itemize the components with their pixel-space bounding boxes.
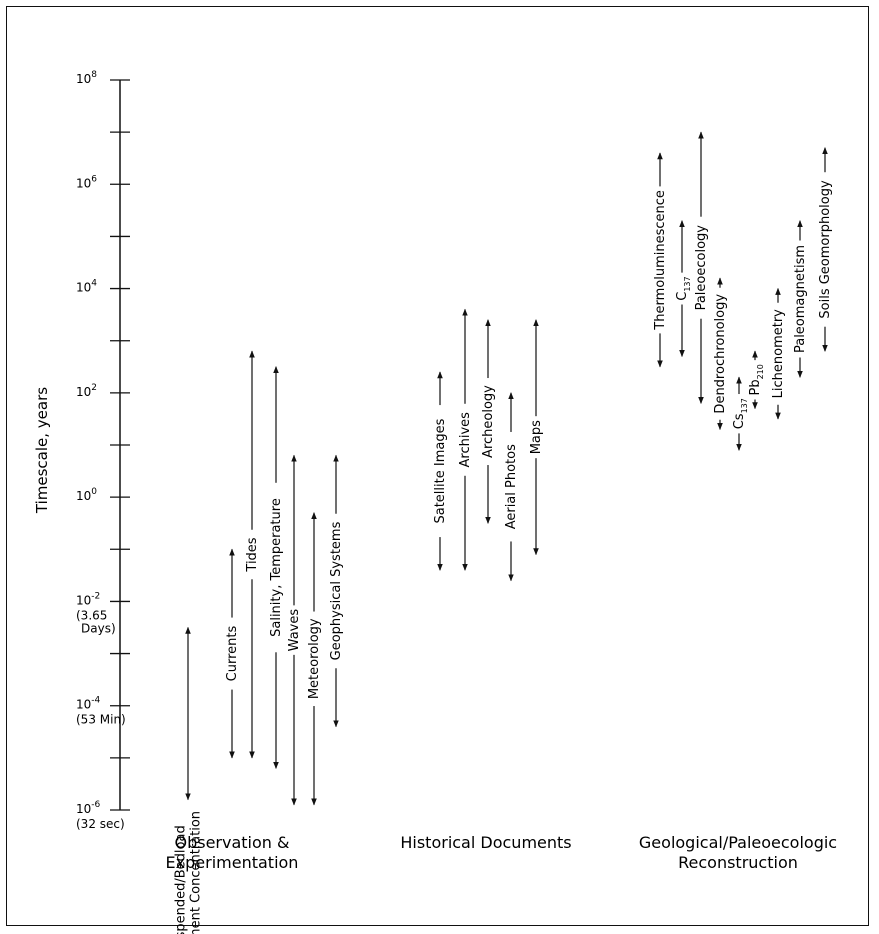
y-tick-note: (3.65 — [76, 608, 107, 622]
y-axis-label: Timescale, years — [33, 387, 51, 514]
method-label: Waves — [287, 609, 302, 652]
label-gap — [674, 272, 690, 305]
method-range: Cs137 — [731, 376, 749, 451]
category-label: Observation & — [175, 833, 290, 852]
y-tick-label: 10-4 — [76, 696, 101, 712]
method-range: Tides — [244, 350, 260, 759]
y-tick-label: 100 — [76, 487, 97, 503]
label-gap — [712, 287, 728, 420]
y-tick-label: 104 — [76, 279, 97, 295]
method-label: Archeology — [481, 385, 496, 458]
method-label: Meteorology — [307, 618, 322, 699]
method-range: Paleomagnetism — [792, 220, 808, 378]
method-label: Soils Geomorphology — [818, 180, 833, 319]
method-label: Lichenometry — [771, 309, 786, 399]
label-gap — [457, 403, 473, 476]
y-tick-label: 106 — [76, 174, 97, 190]
method-range: Maps — [528, 319, 544, 556]
method-range: Suspended/Bedload Sediment Concentration — [174, 626, 204, 934]
method-range: Salinity, Temperature — [268, 366, 284, 769]
y-tick-label: 108 — [76, 70, 97, 86]
method-label: Salinity, Temperature — [269, 498, 284, 637]
method-range: Meteorology — [306, 512, 322, 806]
method-ranges: Suspended/Bedload Sediment Concentration C… — [174, 131, 833, 934]
y-tick-label: 10-6 — [76, 800, 101, 816]
label-gap — [244, 529, 260, 580]
method-label: Suspended/Bedload — [174, 825, 189, 934]
method-range: Archives — [457, 308, 473, 571]
label-gap — [432, 405, 448, 538]
label-gap — [306, 611, 322, 707]
method-range: Aerial Photos — [503, 392, 519, 582]
label-gap — [731, 394, 747, 434]
method-label: Archives — [458, 412, 473, 468]
method-label: Paleomagnetism — [793, 245, 808, 353]
label-gap — [224, 617, 240, 690]
method-label: Maps — [529, 420, 544, 454]
y-tick-label: 102 — [76, 383, 97, 399]
method-label: Aerial Photos — [504, 444, 519, 529]
y-tick-note: Days) — [81, 621, 116, 635]
label-gap — [817, 172, 833, 327]
category-label: Geological/Paleoecologic — [639, 833, 837, 852]
method-range: Archeology — [480, 319, 496, 524]
label-gap — [503, 431, 519, 542]
category-label: Experimentation — [166, 853, 299, 872]
label-gap — [792, 240, 808, 358]
method-range: Currents — [224, 548, 240, 759]
method-range: Satellite Images — [432, 371, 448, 571]
figure-frame — [6, 6, 869, 926]
label-gap — [480, 378, 496, 466]
method-label: Currents — [225, 626, 240, 682]
method-range: Geophysical Systems — [328, 454, 344, 728]
method-range: Lichenometry — [770, 287, 786, 420]
y-tick-label: 10-2 — [76, 591, 100, 607]
category-label: Historical Documents — [400, 833, 571, 852]
method-range: Soils Geomorphology — [817, 147, 833, 352]
label-gap — [286, 605, 302, 655]
label-gap — [268, 482, 284, 653]
method-label: Sediment Concentration — [189, 811, 204, 934]
method-label: Thermoluminescence — [653, 190, 668, 331]
method-range: Paleoecology — [693, 131, 709, 404]
method-range: Thermoluminescence — [652, 152, 668, 368]
method-label: Paleoecology — [694, 225, 709, 311]
method-range: C137 — [674, 220, 692, 358]
y-tick-note: (32 sec) — [76, 817, 125, 831]
label-gap — [747, 360, 763, 400]
method-label: Dendrochronology — [713, 294, 728, 414]
label-gap — [770, 302, 786, 405]
y-tick-note: (53 Min) — [76, 713, 126, 727]
label-gap — [693, 216, 709, 319]
method-label: Geophysical Systems — [329, 521, 344, 660]
method-range: Dendrochronology — [712, 277, 728, 431]
label-gap — [528, 416, 544, 459]
label-gap — [328, 513, 344, 669]
method-range: Pb210 — [747, 350, 765, 410]
method-range: Waves — [286, 454, 302, 806]
category-label: Reconstruction — [678, 853, 798, 872]
method-label: Tides — [245, 537, 260, 572]
label-gap — [652, 186, 668, 334]
category-labels: Observation &Experimentation Historical D… — [166, 833, 838, 872]
method-label: Satellite Images — [433, 418, 448, 523]
